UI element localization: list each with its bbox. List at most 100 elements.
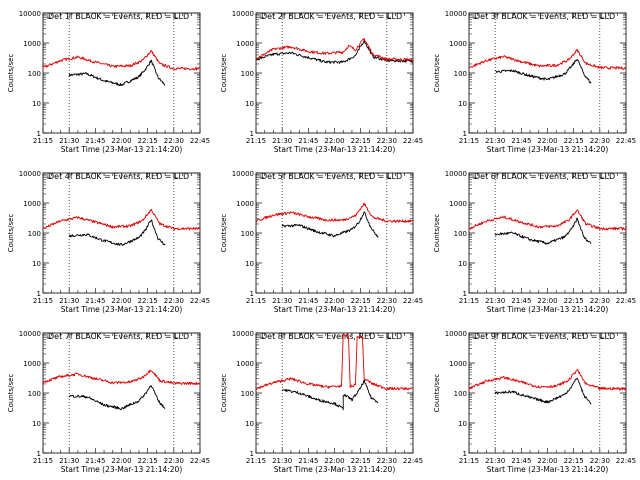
x-tick-label: 22:00 xyxy=(537,297,557,305)
y-tick-label: 100 xyxy=(454,230,467,238)
x-tick-label: 21:45 xyxy=(298,137,318,145)
y-tick-label: 1000 xyxy=(236,200,254,208)
x-tick-label: 22:15 xyxy=(138,457,158,465)
x-tick-label: 22:15 xyxy=(351,457,371,465)
x-axis-label: Start Time (23-Mar-13 21:14:20) xyxy=(487,305,609,314)
y-tick-label: 1 xyxy=(463,450,467,458)
x-tick-label: 22:00 xyxy=(111,297,131,305)
events-series-line xyxy=(494,217,592,245)
x-axis-label: Start Time (23-Mar-13 21:14:20) xyxy=(274,465,396,474)
panel-6: Det 6f BLACK = Events, RED = LLD 1 10 100 10… xyxy=(433,170,636,314)
x-tick-label: 22:15 xyxy=(138,137,158,145)
x-tick-label: 22:15 xyxy=(351,137,371,145)
y-tick-label: 1 xyxy=(37,290,41,298)
x-tick-label: 21:45 xyxy=(85,297,105,305)
corner-mark xyxy=(472,14,477,19)
y-tick-label: 10000 xyxy=(19,170,41,178)
y-tick-label: 1000 xyxy=(449,200,467,208)
panel-5: Det 5f BLACK = Events, RED = LLD 1 10 100 10… xyxy=(220,170,423,314)
y-tick-label: 10 xyxy=(245,100,254,108)
x-tick-label: 22:45 xyxy=(403,457,423,465)
y-tick-label: 10000 xyxy=(232,330,254,338)
y-tick-label: 1 xyxy=(250,290,254,298)
y-tick-label: 10000 xyxy=(445,330,467,338)
x-tick-label: 21:45 xyxy=(85,457,105,465)
x-tick-label: 22:00 xyxy=(324,457,344,465)
x-tick-label: 21:30 xyxy=(59,457,79,465)
x-tick-label: 22:45 xyxy=(403,297,423,305)
x-tick-label: 22:45 xyxy=(616,137,636,145)
x-tick-label: 21:30 xyxy=(485,457,505,465)
x-tick-label: 21:30 xyxy=(272,457,292,465)
corner-mark xyxy=(259,174,264,179)
x-tick-label: 22:45 xyxy=(190,297,210,305)
panel-title: Det 4f BLACK = Events, RED = LLD xyxy=(48,172,189,181)
y-tick-label: 1000 xyxy=(236,40,254,48)
panel-2: Det 2f BLACK = Events, RED = LLD 1 10 100 10… xyxy=(220,10,423,154)
x-tick-label: 21:15 xyxy=(33,137,53,145)
lld-series-line xyxy=(255,202,414,223)
lld-series-line xyxy=(42,208,201,231)
lld-series-line xyxy=(468,368,627,391)
corner-mark xyxy=(472,334,477,339)
y-tick-label: 100 xyxy=(28,70,41,78)
y-tick-label: 100 xyxy=(241,230,254,238)
plot-frame xyxy=(468,12,627,134)
corner-mark xyxy=(46,14,51,19)
corner-mark xyxy=(259,14,264,19)
plot-frame xyxy=(42,12,201,134)
x-tick-label: 22:30 xyxy=(590,457,610,465)
y-axis-label: Counts/sec xyxy=(220,214,228,253)
x-axis-label: Start Time (23-Mar-13 21:14:20) xyxy=(274,305,396,314)
panel-1: Det 1f BLACK = Events, RED = LLD 1 10 100 10… xyxy=(7,10,210,154)
y-tick-label: 1 xyxy=(463,130,467,138)
corner-mark xyxy=(46,334,51,339)
y-tick-label: 100 xyxy=(28,230,41,238)
y-axis-label: Counts/sec xyxy=(7,374,15,413)
y-tick-label: 1000 xyxy=(23,40,41,48)
x-tick-label: 21:30 xyxy=(485,297,505,305)
x-tick-label: 22:30 xyxy=(377,457,397,465)
x-axis-label: Start Time (23-Mar-13 21:14:20) xyxy=(61,145,183,154)
x-tick-label: 21:45 xyxy=(298,297,318,305)
y-axis-label: Counts/sec xyxy=(433,54,441,93)
x-tick-label: 22:00 xyxy=(111,457,131,465)
x-tick-label: 22:45 xyxy=(403,137,423,145)
panel-title: Det 5f BLACK = Events, RED = LLD xyxy=(261,172,402,181)
panel-8: Det 8f BLACK = Events, RED = LLD 1 10 100 10… xyxy=(220,330,423,474)
panel-9: Det 9f BLACK = Events, RED = LLD 1 10 100 10… xyxy=(433,330,636,474)
lld-series-line xyxy=(468,48,627,70)
y-tick-label: 10 xyxy=(458,100,467,108)
y-tick-label: 100 xyxy=(28,390,41,398)
events-series-line xyxy=(69,219,166,246)
lld-series-line xyxy=(468,209,627,231)
y-tick-label: 10 xyxy=(458,420,467,428)
x-tick-label: 22:30 xyxy=(377,137,397,145)
x-tick-label: 21:15 xyxy=(246,457,266,465)
panel-title: Det 9f BLACK = Events, RED = LLD xyxy=(474,332,615,341)
y-tick-label: 100 xyxy=(454,70,467,78)
events-series-line xyxy=(494,377,592,405)
events-series-line xyxy=(68,59,166,87)
plot-frame xyxy=(255,172,414,294)
y-tick-label: 1000 xyxy=(236,360,254,368)
x-tick-label: 21:15 xyxy=(33,297,53,305)
x-tick-label: 22:30 xyxy=(377,297,397,305)
x-tick-label: 21:45 xyxy=(298,457,318,465)
y-tick-label: 10 xyxy=(458,260,467,268)
plot-frame xyxy=(468,332,627,454)
x-tick-label: 22:00 xyxy=(537,457,557,465)
x-tick-label: 22:15 xyxy=(138,297,158,305)
plot-frame xyxy=(42,172,201,294)
x-tick-label: 21:30 xyxy=(272,137,292,145)
x-tick-label: 22:15 xyxy=(564,297,584,305)
y-tick-label: 10 xyxy=(32,260,41,268)
y-tick-label: 100 xyxy=(454,390,467,398)
panel-title: Det 2f BLACK = Events, RED = LLD xyxy=(261,12,402,21)
x-tick-label: 22:30 xyxy=(590,297,610,305)
x-tick-label: 22:15 xyxy=(564,457,584,465)
y-tick-label: 10000 xyxy=(445,170,467,178)
x-tick-label: 21:45 xyxy=(511,457,531,465)
y-tick-label: 1 xyxy=(250,450,254,458)
x-tick-label: 21:15 xyxy=(246,137,266,145)
